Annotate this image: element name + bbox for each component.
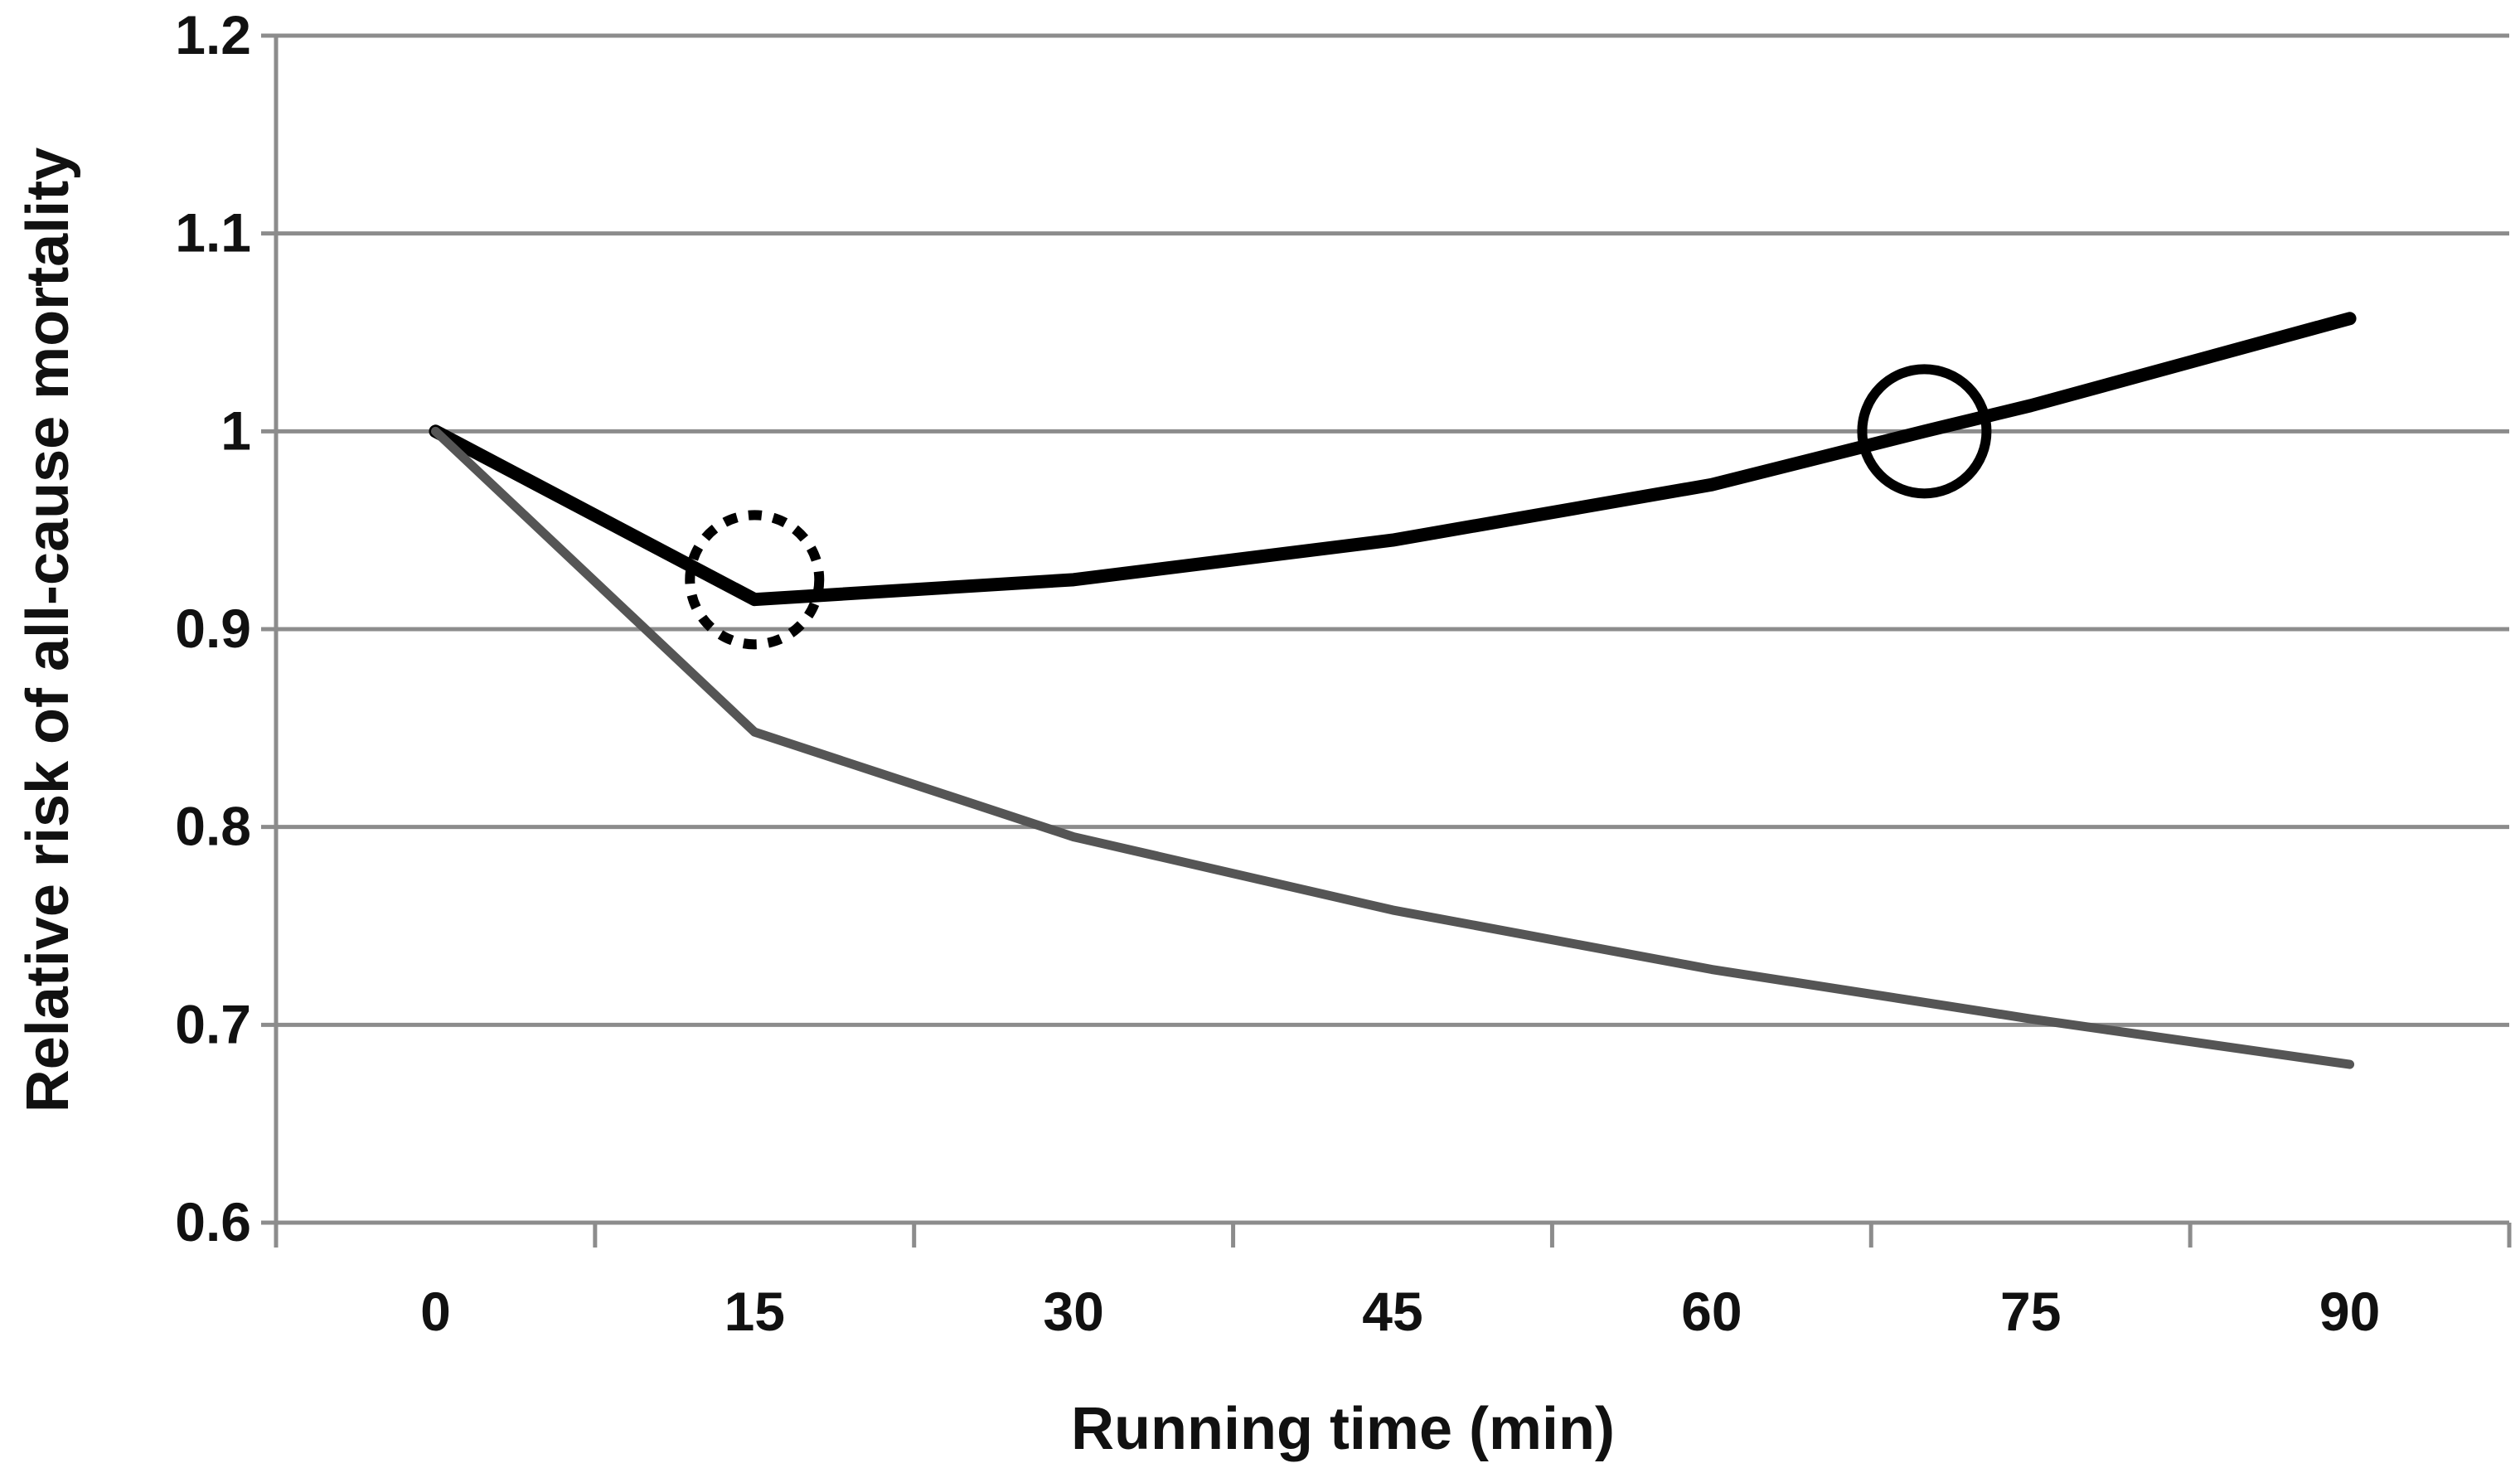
series-line-black-curve [429, 312, 2357, 607]
tick-labels: 0.6 0.7 0.8 0.9 1 1.1 1.2 0 15 30 45 60 75 90 [175, 4, 2380, 1342]
y-tick-label: 1.2 [175, 4, 251, 65]
x-tick-label: 30 [1043, 1281, 1103, 1342]
gridlines [276, 33, 2509, 1225]
y-tick-label: 0.7 [175, 993, 251, 1054]
y-tick-label: 1 [220, 400, 251, 461]
annotations [685, 364, 1992, 650]
axes [261, 33, 2512, 1248]
y-axis-label: Relative risk of all-cause mortality [15, 148, 81, 1112]
x-tick-label: 0 [420, 1281, 451, 1342]
x-axis-label: Running time (min) [1071, 1396, 1615, 1462]
x-tick-label: 45 [1362, 1281, 1422, 1342]
x-tick-label: 90 [2319, 1281, 2380, 1342]
x-tick-label: 15 [724, 1281, 785, 1342]
series-line-gray-curve [430, 426, 2355, 1069]
y-tick-label: 0.6 [175, 1191, 251, 1252]
annotation-dotted-circle [685, 510, 825, 650]
y-tick-label: 0.9 [175, 598, 251, 659]
x-tick-label: 75 [2000, 1281, 2061, 1342]
annotation-solid-circle [1857, 364, 1992, 499]
y-tick-label: 0.8 [175, 796, 251, 857]
x-tick-label: 60 [1681, 1281, 1742, 1342]
series-lines [429, 312, 2357, 1069]
y-tick-label: 1.1 [175, 202, 251, 264]
